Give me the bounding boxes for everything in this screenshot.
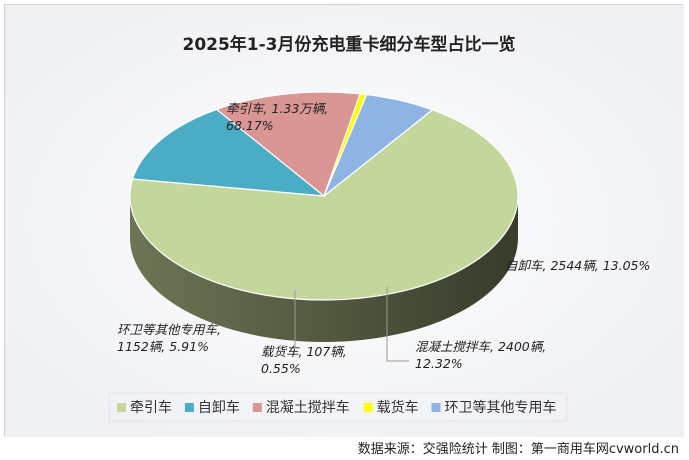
pie-data-labels: 牵引车, 1.33万辆, 68.17% 自卸车, 2544辆, 13.05% 混凝土搅… bbox=[117, 101, 650, 376]
legend-swatch-3 bbox=[363, 403, 373, 412]
legend-swatch-0 bbox=[117, 403, 126, 412]
legend-label-1: 自卸车 bbox=[198, 399, 240, 416]
chart-title: 2025年1-3月份充电重卡细分车型占比一览 bbox=[182, 34, 515, 55]
pie-tops bbox=[129, 91, 519, 301]
leader-line-2 bbox=[386, 287, 409, 362]
legend-swatch-4 bbox=[431, 403, 441, 412]
legend-item-3: 载货车 bbox=[363, 399, 419, 416]
legend-label-0: 牵引车 bbox=[130, 399, 172, 416]
pie-leader-lines bbox=[294, 287, 409, 362]
legend-swatch-2 bbox=[252, 403, 262, 412]
source-note: 数据来源：交强险统计 制图：第一商用车网cvworld.cn bbox=[357, 442, 679, 457]
data-label-4: 环卫等其他专用车, 1152辆, 5.91% bbox=[117, 322, 221, 354]
pie-slice-1 bbox=[131, 108, 326, 197]
pie-side-0 bbox=[130, 196, 518, 342]
legend-label-4: 环卫等其他专用车 bbox=[445, 399, 557, 416]
legend-item-2: 混凝土搅拌车 bbox=[252, 399, 350, 416]
pie-slice-0 bbox=[129, 109, 519, 301]
legend-item-1: 自卸车 bbox=[184, 399, 240, 416]
legend-box bbox=[108, 392, 568, 422]
pie-sides bbox=[130, 196, 518, 342]
legend-item-0: 牵引车 bbox=[117, 399, 172, 416]
pie-slice-2 bbox=[215, 91, 361, 197]
legend-label-3: 载货车 bbox=[377, 399, 419, 416]
legend: 牵引车 自卸车 混凝土搅拌车 载货车 环卫等其他专用车 bbox=[108, 392, 568, 422]
legend-swatch-1 bbox=[184, 403, 194, 412]
pie-slice-4 bbox=[323, 93, 434, 197]
legend-label-2: 混凝土搅拌车 bbox=[266, 399, 350, 416]
legend-item-4: 环卫等其他专用车 bbox=[431, 399, 557, 416]
data-label-0: 牵引车, 1.33万辆, 68.17% bbox=[226, 101, 328, 133]
data-label-3: 载货车, 107辆, 0.55% bbox=[261, 344, 347, 376]
data-label-2: 混凝土搅拌车, 2400辆, 12.32% bbox=[415, 339, 546, 371]
chart-frame: 2025年1-3月份充电重卡细分车型占比一览 牵引车, 1.33万辆, 68.17… bbox=[4, 4, 684, 437]
pie-chart: 2025年1-3月份充电重卡细分车型占比一览 牵引车, 1.33万辆, 68.17… bbox=[5, 5, 684, 437]
data-label-1: 自卸车, 2544辆, 13.05% bbox=[505, 258, 650, 273]
